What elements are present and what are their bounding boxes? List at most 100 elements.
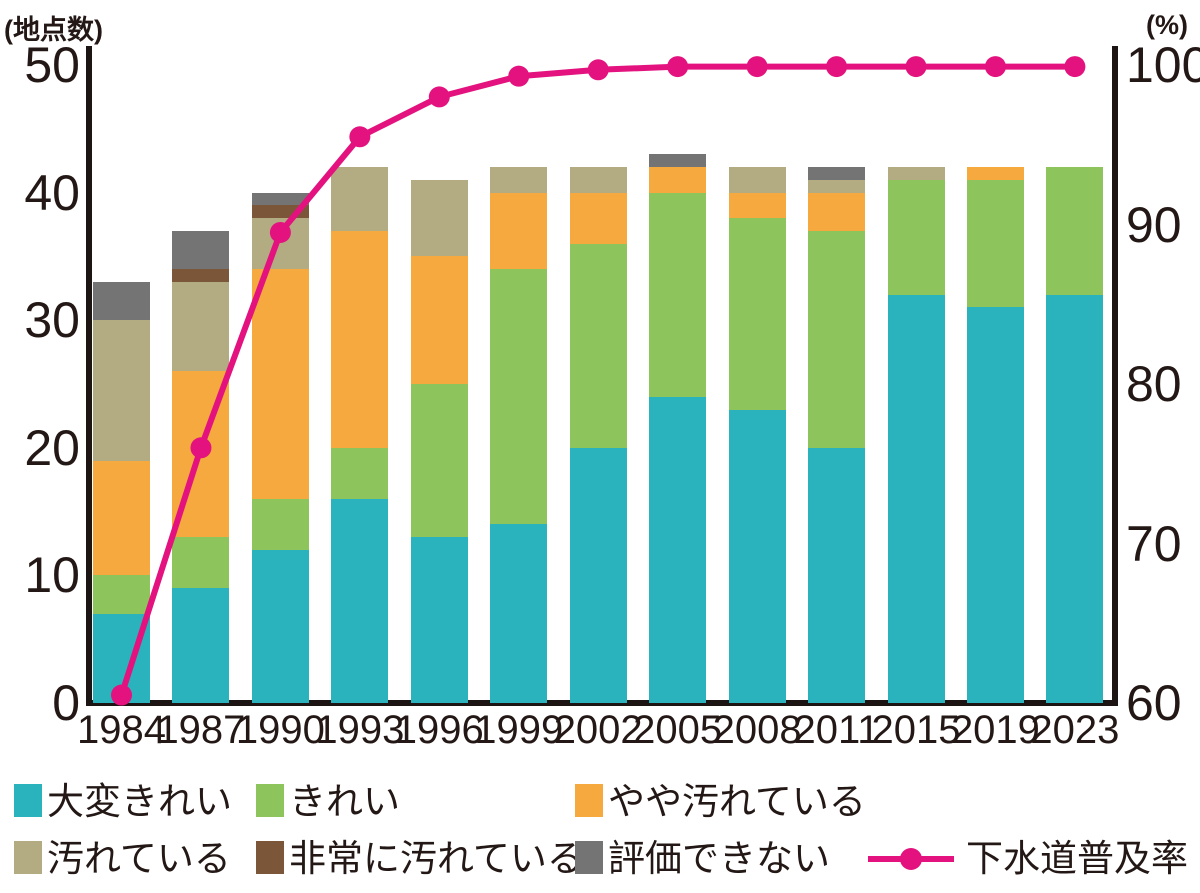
bar-segment (649, 154, 707, 168)
x-axis-year-label: 2005 (633, 708, 723, 752)
bar-segment (569, 167, 627, 193)
legend-item-very-clean: 大変きれい (14, 781, 232, 822)
legend-item-clean: きれい (256, 781, 400, 822)
line-marker-icon (868, 838, 954, 879)
bar-segment (966, 179, 1024, 308)
bar-segment (490, 269, 548, 525)
bar-segment (93, 613, 150, 703)
bar-segment (649, 396, 707, 703)
bar-segment (728, 167, 786, 193)
right-axis-tick-label: 100 (1126, 37, 1200, 93)
legend-item-slightly-dirty: やや汚れている (575, 781, 866, 822)
bar-segment (251, 269, 309, 499)
x-axis-year-label: 2023 (1030, 708, 1120, 752)
bar-segment (93, 575, 150, 614)
x-axis-year-label: 2011 (793, 708, 880, 752)
left-axis-tick-label: 20 (24, 419, 80, 476)
bar-segment (251, 205, 309, 219)
bar-segment (966, 307, 1024, 703)
bar-segment (887, 294, 945, 703)
clean-swatch-icon (256, 784, 284, 817)
bar-segment (410, 537, 468, 703)
line-point (826, 56, 848, 78)
bar-segment (728, 192, 786, 219)
bar-segment (808, 192, 866, 231)
bar-segment (490, 167, 548, 193)
bar-segment (808, 447, 866, 703)
bar-segment (251, 549, 309, 703)
right-axis-line (1112, 46, 1118, 706)
bar-segment (93, 460, 150, 576)
legend-label: 大変きれい (47, 781, 232, 822)
x-axis-year-label: 1993 (315, 708, 405, 752)
legend-item-sewerage-rate: 下水道普及率 (868, 838, 1188, 879)
legend-label: 下水道普及率 (966, 838, 1188, 879)
line-point (746, 56, 768, 78)
bar-segment (728, 409, 786, 703)
x-axis-year-label: 2008 (712, 708, 802, 752)
line-point (984, 56, 1006, 78)
line-point (667, 56, 689, 78)
bar-segment (251, 498, 309, 550)
x-axis-year-label: 2002 (553, 708, 643, 752)
bar-segment (569, 243, 627, 448)
legend-label: 非常に汚れている (289, 838, 584, 879)
left-axis-line (86, 46, 92, 706)
bar-segment (331, 498, 389, 703)
bar-segment (172, 537, 230, 589)
bar-segment (808, 230, 866, 448)
bar-segment (966, 167, 1024, 180)
bar-segment (490, 524, 548, 703)
x-axis-year-label: 1984 (77, 708, 166, 752)
left-axis-tick-label: 0 (52, 675, 80, 731)
bar-segment (172, 371, 230, 538)
dirty-swatch-icon (14, 841, 42, 874)
left-axis-tick-label: 10 (24, 547, 80, 604)
x-axis-baseline (86, 700, 1118, 706)
line-point (508, 65, 530, 87)
legend-item-dirty: 汚れている (14, 838, 231, 879)
bar-segment (410, 179, 468, 257)
bar-segment (410, 384, 468, 538)
bar-segment (728, 218, 786, 410)
legend-label: きれい (289, 781, 400, 822)
line-point (905, 56, 927, 78)
right-axis-tick-label: 70 (1126, 515, 1182, 572)
bar-segment (569, 447, 627, 703)
bar-segment (490, 192, 548, 270)
line-point (1064, 56, 1086, 78)
x-axis-year-label: 2019 (950, 708, 1040, 752)
legend-label: 汚れている (47, 838, 231, 879)
very-dirty-swatch-icon (256, 841, 284, 874)
bar-segment (410, 256, 468, 384)
x-axis-year-label: 1996 (394, 708, 484, 752)
bar-segment (251, 218, 309, 270)
right-axis-tick-label: 80 (1126, 356, 1182, 412)
line-point (349, 126, 371, 148)
bar-segment (649, 192, 707, 397)
bar-segment (808, 167, 866, 180)
bar-segment (331, 167, 389, 231)
line-point (587, 59, 609, 81)
not-evaluable-swatch-icon (575, 841, 603, 874)
left-axis-tick-label: 40 (24, 164, 80, 221)
legend-item-not-evaluable: 評価できない (575, 838, 830, 879)
bar-segment (808, 179, 866, 193)
bar-segment (172, 588, 230, 703)
legend-item-very-dirty: 非常に汚れている (256, 838, 584, 879)
bar-segment (1046, 167, 1104, 295)
left-axis-unit-label: (地点数) (4, 15, 103, 45)
slightly-dirty-swatch-icon (575, 784, 603, 817)
very-clean-swatch-icon (14, 784, 42, 817)
bar-segment (93, 320, 150, 461)
legend-label: 評価できない (608, 838, 830, 879)
x-axis-year-label: 2015 (871, 708, 961, 752)
bar-segment (569, 192, 627, 244)
right-axis-unit-label: (%) (1146, 10, 1188, 40)
line-point (428, 86, 450, 108)
bar-segment (93, 281, 150, 321)
x-axis-year-label: 1990 (235, 708, 325, 752)
legend-label: やや汚れている (608, 781, 866, 822)
bar-segment (251, 192, 309, 206)
